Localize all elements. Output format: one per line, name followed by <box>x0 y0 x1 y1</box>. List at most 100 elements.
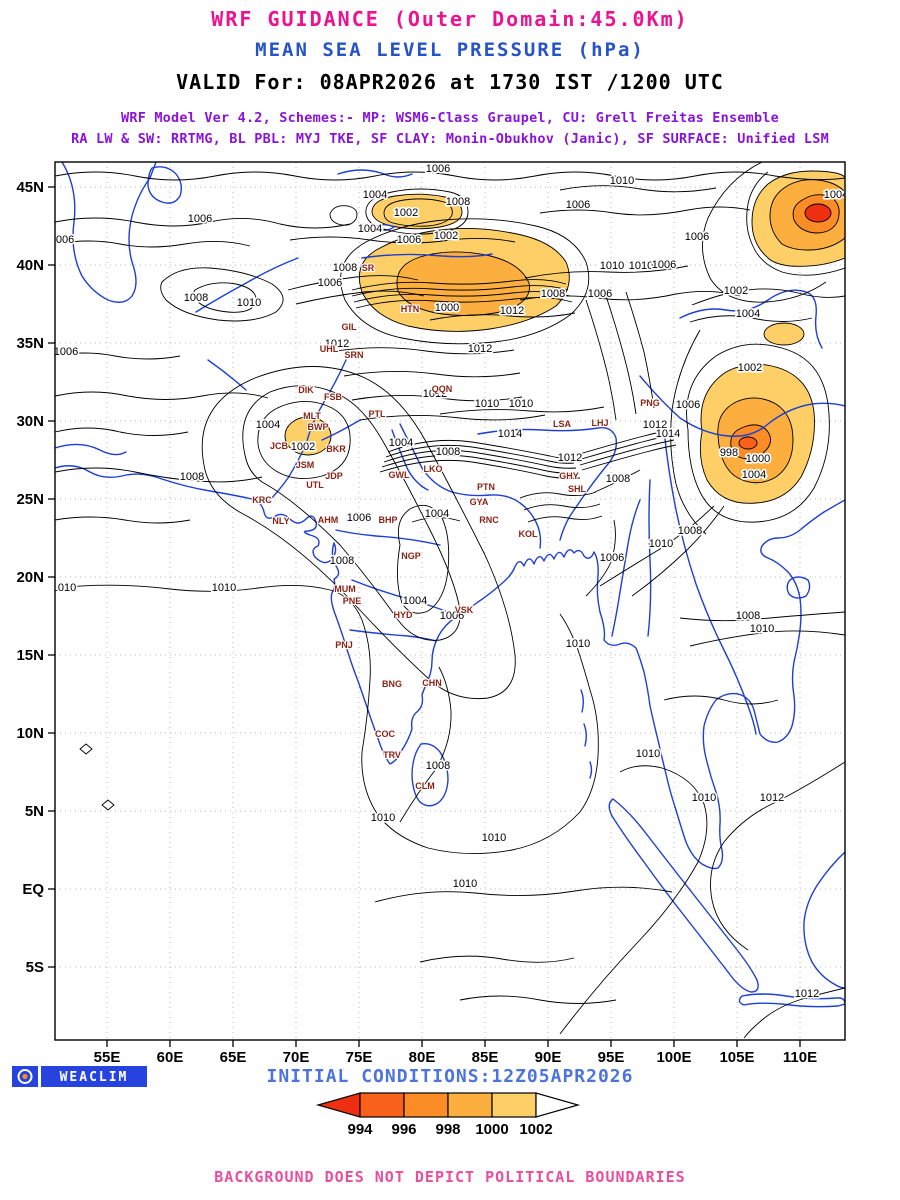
contour-label: 1010 <box>371 812 395 824</box>
isobars-west <box>55 352 269 524</box>
contour-label: 1010 <box>52 582 76 594</box>
contour-label: 1004 <box>742 469 766 481</box>
station-label: PTL <box>369 409 387 419</box>
andaman-islands <box>580 689 593 779</box>
station-label: HTN <box>401 304 420 314</box>
y-tick-label: 35N <box>16 335 44 352</box>
y-tick-label: 10N <box>16 725 44 742</box>
colorbar-cell <box>359 1092 405 1118</box>
isobars-top-waves <box>55 171 845 305</box>
java <box>738 993 845 1008</box>
contour-label: 1010 <box>475 398 499 410</box>
station-label: QQN <box>432 384 453 394</box>
station-label: HYD <box>393 610 413 620</box>
station-label: BKR <box>326 444 346 454</box>
station-label: KOL <box>519 529 539 539</box>
isobars-himalaya-band <box>379 291 677 523</box>
contour-label: 1010 <box>237 297 261 309</box>
station-label: BNG <box>382 679 402 689</box>
station-label: JDP <box>325 471 343 481</box>
x-tick-label: 95E <box>598 1049 625 1066</box>
contour-label: 1006 <box>652 259 676 271</box>
x-tick-label: 85E <box>472 1049 499 1066</box>
contour-label: 1008 <box>184 292 208 304</box>
sumatra <box>608 798 759 993</box>
station-label: LKO <box>424 464 443 474</box>
station-label: LHJ <box>591 418 608 428</box>
station-label: GIL <box>342 322 358 332</box>
shaded-patch-east <box>763 322 805 346</box>
contour-label: 998 <box>720 447 738 459</box>
station-label: PNG <box>640 398 660 408</box>
isobars-tibet <box>329 218 605 421</box>
contour-label: 1010 <box>636 748 660 760</box>
contour-label: 1004 <box>824 189 848 201</box>
colorbar-label: 998 <box>435 1121 460 1138</box>
contour-label: 1004 <box>256 419 280 431</box>
model-config-line2: RA LW & SW: RRTMG, BL PBL: MYJ TKE, SF C… <box>71 131 829 147</box>
station-label: DIK <box>298 385 314 395</box>
x-tick-label: 60E <box>157 1049 184 1066</box>
contour-label: 1006 <box>188 213 212 225</box>
station-label: SRN <box>344 350 363 360</box>
contour-label: 1008 <box>678 525 702 537</box>
contour-label: 1012 <box>423 388 447 400</box>
contour-label: 1006 <box>600 552 624 564</box>
contour-label: 1006 <box>685 231 709 243</box>
station-label: AHM <box>318 515 339 525</box>
chart-subtitle: MEAN SEA LEVEL PRESSURE (hPa) <box>255 39 645 61</box>
y-tick-label: 40N <box>16 257 44 274</box>
station-label: UTL <box>306 480 324 490</box>
logo-dot-icon <box>22 1073 28 1080</box>
station-label: NGP <box>401 551 421 561</box>
station-label: BWP <box>308 422 329 432</box>
station-label: JSM <box>296 460 315 470</box>
contour-label: 1006 <box>566 199 590 211</box>
contour-label: 1010 <box>482 832 506 844</box>
isobars <box>55 162 845 1039</box>
x-tick-label: 90E <box>535 1049 562 1066</box>
station-label: NLY <box>272 516 289 526</box>
colorbar-cell <box>447 1092 493 1118</box>
contour-label: 1006 <box>54 346 78 358</box>
contour-label: 1012 <box>760 792 784 804</box>
contour-label: 1010 <box>600 260 624 272</box>
station-label: TRV <box>383 750 401 760</box>
contour-label: 1008 <box>736 610 760 622</box>
contour-label: 1012 <box>468 343 492 355</box>
contour-label: 1010 <box>649 538 673 550</box>
contour-label: 1012 <box>643 419 667 431</box>
contour-label: 1006 <box>318 277 342 289</box>
station-label: KRC <box>252 495 272 505</box>
x-tick-label: 65E <box>220 1049 247 1066</box>
contour-label: 1006 <box>676 399 700 411</box>
map-frame <box>54 161 846 1041</box>
station-label: GYA <box>470 497 489 507</box>
contour-label: 1014 <box>498 428 522 440</box>
valid-time: VALID For: 08APR2026 at 1730 IST /1200 U… <box>176 70 724 94</box>
contour-label: 1006 <box>426 163 450 175</box>
x-tick-label: 55E <box>94 1049 121 1066</box>
myanmar-malay-coast <box>599 499 845 870</box>
x-tick-label: 100E <box>656 1049 691 1066</box>
contour-label: 1006 <box>50 234 74 246</box>
station-label: SR <box>362 263 375 273</box>
contour-label: 1004 <box>358 223 382 235</box>
station-label: GHY <box>559 471 579 481</box>
y-tick-label: EQ <box>22 881 44 898</box>
shaded-low-ne-core <box>804 203 832 223</box>
contour-label: 1012 <box>500 305 524 317</box>
contour-label: 1008 <box>330 555 354 567</box>
contour-label: 1002 <box>434 230 458 242</box>
contour-label: 1010 <box>610 175 634 187</box>
station-label: SHL <box>568 484 587 494</box>
contour-label: 1004 <box>425 508 449 520</box>
colorbar-label: 1000 <box>475 1121 508 1138</box>
contour-label: 1008 <box>333 262 357 274</box>
colorbar-cell <box>491 1092 537 1118</box>
axis-labels: 55E 60E 65E 70E 75E 80E 85E 90E 95E 100E 105E 110E 4… <box>16 179 817 1066</box>
station-label: MUM <box>334 584 356 594</box>
station-label: LSA <box>553 419 572 429</box>
